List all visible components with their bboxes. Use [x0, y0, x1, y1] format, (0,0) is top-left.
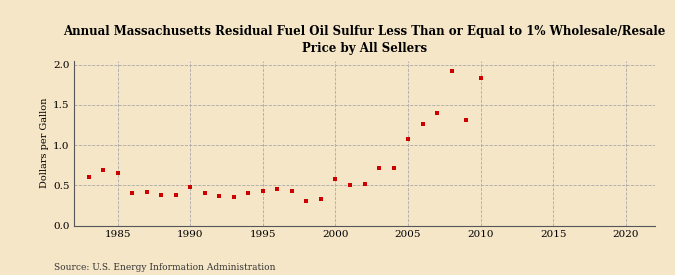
Point: [316, 197, 327, 201]
Point: [258, 189, 269, 193]
Point: [272, 187, 283, 191]
Title: Annual Massachusetts Residual Fuel Oil Sulfur Less Than or Equal to 1% Wholesale: Annual Massachusetts Residual Fuel Oil S…: [63, 25, 666, 55]
Point: [330, 177, 341, 181]
Point: [432, 111, 443, 115]
Point: [127, 191, 138, 196]
Point: [98, 168, 109, 172]
Point: [229, 194, 240, 199]
Point: [199, 191, 210, 196]
Point: [403, 137, 414, 142]
Point: [374, 166, 385, 170]
Point: [286, 189, 297, 193]
Point: [344, 183, 355, 188]
Point: [417, 122, 428, 126]
Point: [84, 175, 95, 179]
Point: [446, 69, 457, 73]
Point: [171, 193, 182, 197]
Point: [113, 171, 124, 175]
Text: Source: U.S. Energy Information Administration: Source: U.S. Energy Information Administ…: [54, 263, 275, 272]
Point: [142, 189, 153, 194]
Point: [301, 199, 312, 204]
Point: [359, 182, 370, 186]
Point: [214, 194, 225, 198]
Point: [243, 191, 254, 196]
Point: [461, 118, 472, 122]
Point: [185, 185, 196, 189]
Point: [388, 166, 399, 170]
Point: [475, 76, 486, 80]
Y-axis label: Dollars per Gallon: Dollars per Gallon: [40, 98, 49, 188]
Point: [156, 193, 167, 197]
